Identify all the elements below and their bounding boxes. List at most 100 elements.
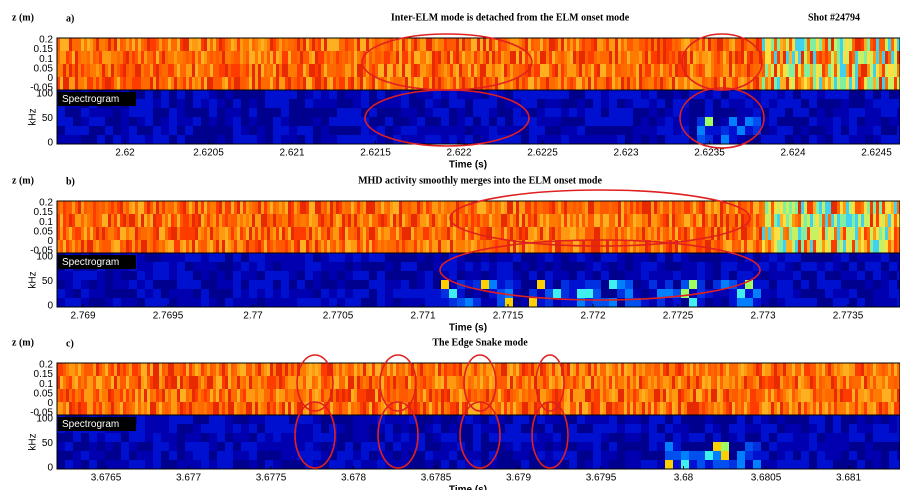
- texture: [213, 227, 216, 240]
- texture: [843, 227, 846, 240]
- texture: [516, 376, 519, 389]
- texture: [363, 402, 366, 415]
- texture: [882, 64, 885, 77]
- texture: [393, 240, 396, 253]
- texture: [257, 99, 265, 108]
- texture: [525, 227, 528, 240]
- texture: [711, 240, 714, 253]
- texture: [297, 253, 305, 262]
- texture: [768, 389, 771, 402]
- texture: [361, 90, 369, 99]
- texture: [570, 389, 573, 402]
- texture: [723, 214, 726, 227]
- texture: [207, 240, 210, 253]
- texture: [99, 38, 102, 51]
- texture: [425, 280, 433, 289]
- texture: [555, 77, 558, 90]
- texture: [450, 389, 453, 402]
- texture: [282, 51, 285, 64]
- texture: [507, 201, 510, 214]
- texture: [618, 389, 621, 402]
- texture: [384, 240, 387, 253]
- texture: [381, 64, 384, 77]
- texture: [633, 402, 636, 415]
- texture: [497, 253, 505, 262]
- texture: [78, 227, 81, 240]
- texture: [627, 214, 630, 227]
- texture: [305, 289, 313, 298]
- texture: [633, 227, 636, 240]
- texture: [97, 271, 105, 280]
- texture: [129, 227, 132, 240]
- texture: [819, 51, 822, 64]
- texture: [63, 77, 66, 90]
- texture: [744, 402, 747, 415]
- texture: [121, 117, 129, 126]
- texture: [267, 402, 270, 415]
- x-tick-label: 2.6215: [360, 148, 391, 159]
- texture: [546, 376, 549, 389]
- texture: [169, 262, 177, 271]
- texture: [545, 262, 553, 271]
- texture: [780, 38, 783, 51]
- texture: [505, 117, 513, 126]
- texture: [222, 389, 225, 402]
- texture: [735, 64, 738, 77]
- texture: [721, 126, 729, 135]
- texture: [72, 201, 75, 214]
- texture: [545, 280, 553, 289]
- texture: [57, 280, 65, 289]
- texture: [300, 38, 303, 51]
- texture: [579, 402, 582, 415]
- texture: [63, 201, 66, 214]
- texture: [153, 99, 161, 108]
- texture: [289, 271, 297, 280]
- texture: [345, 298, 353, 307]
- texture: [720, 201, 723, 214]
- texture: [673, 99, 681, 108]
- texture: [537, 253, 545, 262]
- texture: [276, 402, 279, 415]
- texture: [108, 240, 111, 253]
- texture: [63, 389, 66, 402]
- texture: [426, 389, 429, 402]
- texture: [249, 442, 257, 451]
- texture: [492, 51, 495, 64]
- texture: [273, 262, 281, 271]
- texture: [345, 415, 353, 424]
- texture: [177, 201, 180, 214]
- texture: [721, 90, 729, 99]
- texture: [705, 117, 713, 126]
- texture: [489, 240, 492, 253]
- texture: [102, 38, 105, 51]
- texture: [69, 363, 72, 376]
- texture: [333, 38, 336, 51]
- texture: [399, 64, 402, 77]
- texture: [294, 214, 297, 227]
- texture: [258, 64, 261, 77]
- texture: [198, 376, 201, 389]
- texture: [546, 77, 549, 90]
- texture: [162, 201, 165, 214]
- texture: [153, 90, 161, 99]
- texture: [713, 108, 721, 117]
- texture: [849, 280, 857, 289]
- texture: [665, 90, 673, 99]
- texture: [876, 240, 879, 253]
- texture: [207, 214, 210, 227]
- texture: [300, 214, 303, 227]
- texture: [867, 376, 870, 389]
- texture: [81, 376, 84, 389]
- texture: [261, 77, 264, 90]
- texture: [793, 253, 801, 262]
- texture: [324, 38, 327, 51]
- texture: [73, 126, 81, 135]
- texture: [449, 271, 457, 280]
- texture: [417, 289, 425, 298]
- texture: [114, 389, 117, 402]
- texture: [147, 363, 150, 376]
- texture: [801, 64, 804, 77]
- texture: [840, 201, 843, 214]
- texture: [123, 201, 126, 214]
- texture: [774, 214, 777, 227]
